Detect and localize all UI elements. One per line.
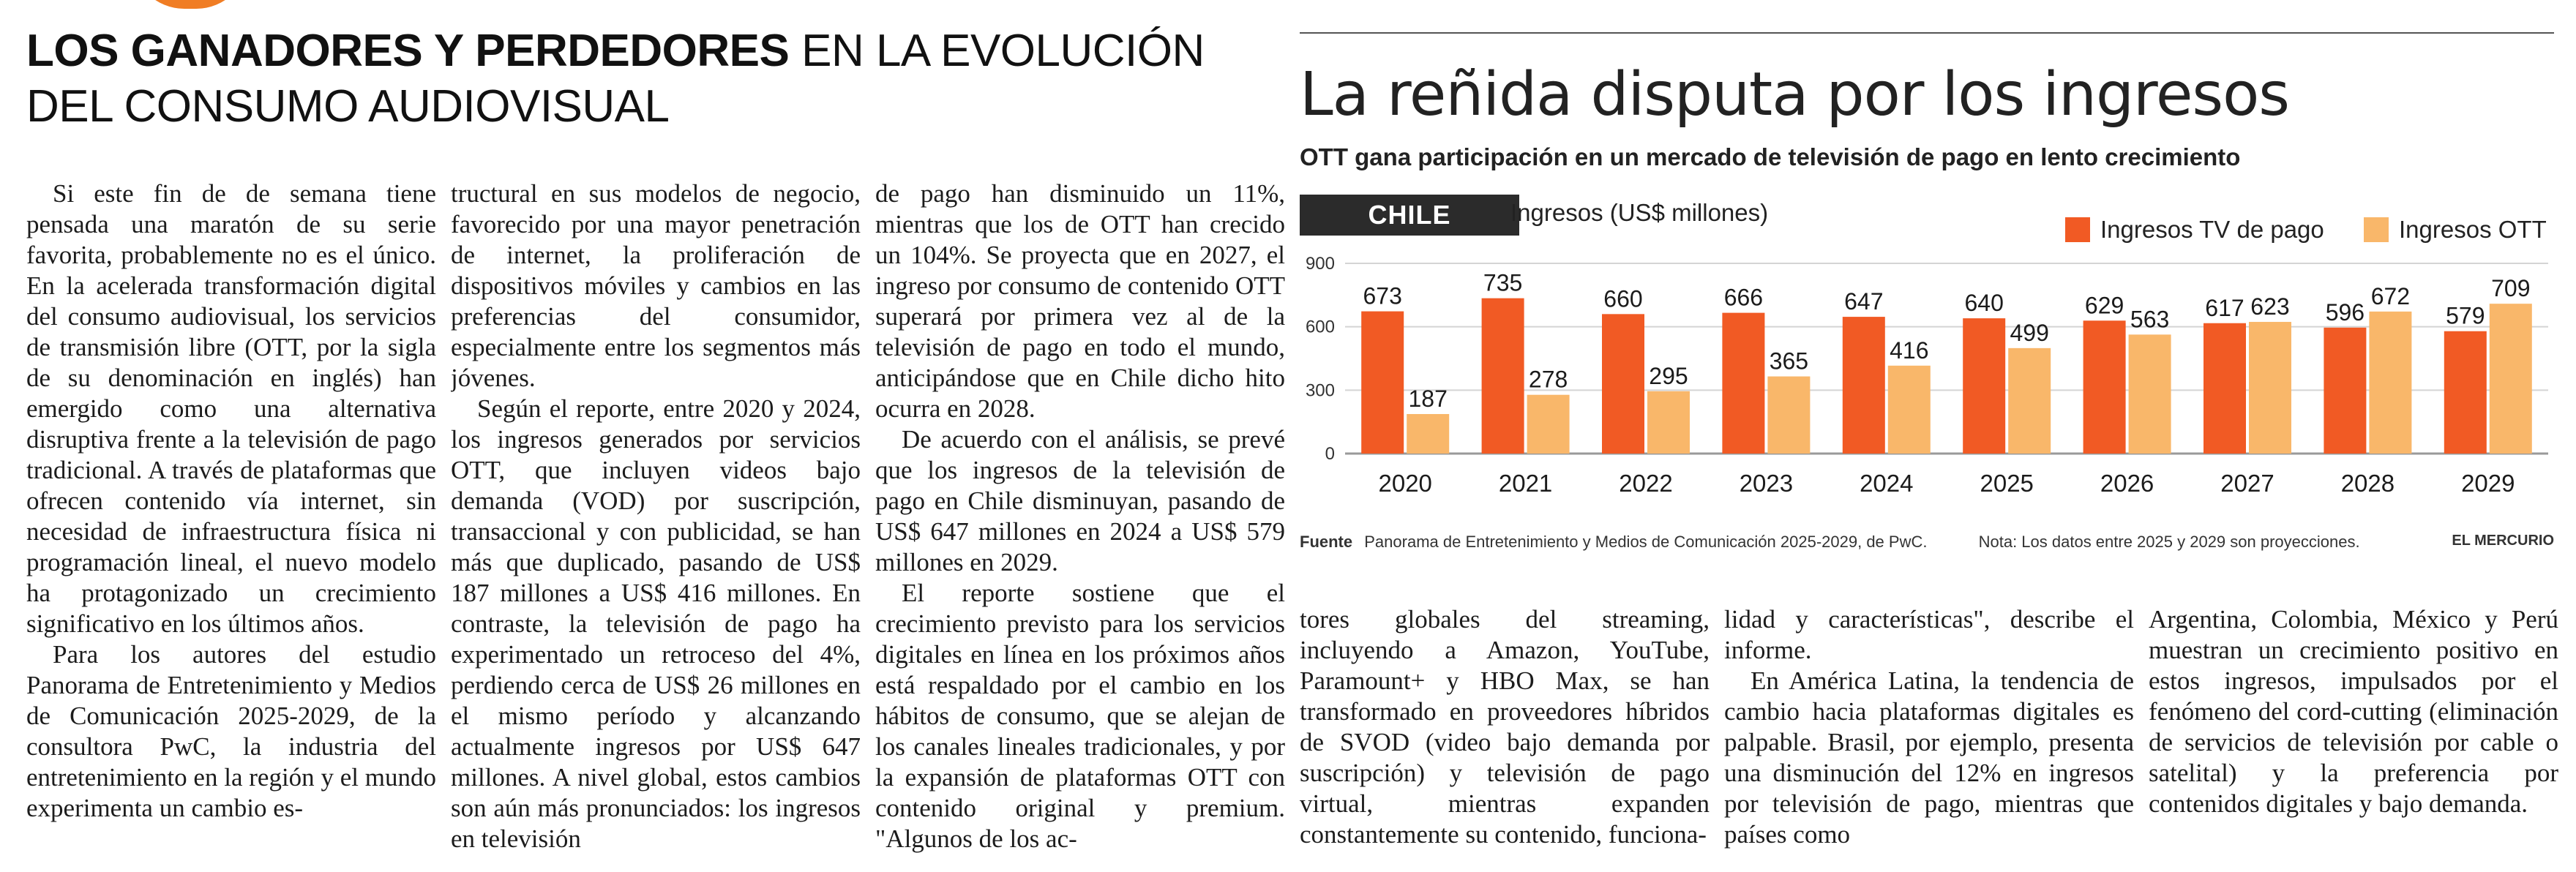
data-label: 709 [2491,275,2530,301]
bar-tv-pago [1481,298,1524,454]
data-label: 365 [1770,348,1808,375]
x-tick-label: 2021 [1499,470,1552,497]
bar-ott [2249,322,2291,454]
article-column-4: tores globales del streaming, incluyendo… [1300,604,1710,868]
bar-ott [2369,311,2412,454]
bar-ott [2128,334,2171,454]
article-column-1: Si este fin de de semana tiene pensada u… [26,178,436,866]
paragraph-continuation: tores globales del streaming, incluyendo… [1300,605,1710,849]
article-column-6: Argentina, Colombia, México y Perú muest… [2149,604,2558,868]
article-column-5: lidad y características", describe el in… [1724,604,2134,868]
paragraph-continuation: lidad y características", describe el in… [1724,605,2134,664]
chart-title: La reñida disputa por los ingresos [1300,60,2290,129]
data-label: 660 [1603,285,1642,312]
x-tick-label: 2028 [2341,470,2395,497]
data-label: 278 [1529,367,1568,393]
data-label: 187 [1409,386,1448,412]
chart-subtitle: OTT gana participación en un mercado de … [1300,143,2241,170]
x-tick-label: 2023 [1740,470,1793,497]
source-text: Panorama de Entretenimiento y Medios de … [1364,533,1928,551]
data-label: 735 [1483,270,1522,296]
paragraph: Si este fin de de semana tiene pensada u… [26,179,436,638]
legend-item-ott: Ingresos OTT [2364,215,2547,244]
x-tick-label: 2025 [1980,470,2033,497]
chart-footer: Fuente Panorama de Entretenimiento y Med… [1300,533,2554,552]
bar-tv-pago [2083,320,2126,454]
data-label: 617 [2205,295,2244,321]
headline-rest: EN LA EVOLUCIÓN [789,26,1205,76]
x-tick-label: 2026 [2100,470,2154,497]
x-tick-label: 2027 [2220,470,2274,497]
bar-tv-pago [1602,314,1644,454]
legend-label: Ingresos TV de pago [2100,216,2324,243]
bar-tv-pago [1361,311,1404,454]
paragraph: En América Latina, la tendencia de cambi… [1724,666,2134,849]
paragraph: El reporte sostiene que el crecimiento p… [875,579,1285,853]
y-tick-label: 600 [1306,317,1335,337]
x-tick-label: 2024 [1860,470,1913,497]
bar-ott [1767,376,1811,454]
bar-ott [2489,304,2532,454]
bar-tv-pago [2324,327,2367,454]
bar-tv-pago [1963,318,2006,454]
data-label: 596 [2326,299,2365,326]
data-label: 640 [1965,290,2004,316]
x-tick-label: 2020 [1378,470,1431,497]
chart-top-rule [1300,32,2554,34]
country-tag: CHILE [1300,195,1519,236]
section-color-tab [132,0,249,9]
paragraph-continuation: tructural en sus modelos de negocio, fav… [451,179,861,392]
data-label: 647 [1844,288,1883,315]
footnote: Nota: Los datos entre 2025 y 2029 son pr… [1978,533,2360,551]
bar-ott [1887,365,1931,454]
data-label: 629 [2085,292,2124,318]
data-label: 295 [1649,363,1688,389]
bar-tv-pago [2444,331,2487,454]
paragraph: Para los autores del estudio Panorama de… [26,640,436,822]
source-label: Fuente [1300,533,1353,551]
bar-tv-pago [1722,312,1765,454]
bar-chart: 0 300 600 900 673 187 2020 735 278 2021 660 295 2022… [1306,254,2548,497]
chart-unit-label: Ingresos (US$ millones) [1510,199,1769,226]
credit: EL MERCURIO [2452,533,2554,549]
legend-swatch [2364,217,2389,242]
article-column-2: tructural en sus modelos de negocio, fav… [451,178,861,866]
y-tick-label: 900 [1306,254,1335,274]
paragraph-continuation: de pago han disminuido un 11%, mientras … [875,179,1285,423]
data-label: 672 [2371,283,2410,309]
headline-line2: DEL CONSUMO AUDIOVISUAL [26,81,670,132]
bar-ott [1647,391,1690,454]
paragraph-continuation: Argentina, Colombia, México y Perú muest… [2149,605,2558,818]
data-label: 499 [2010,320,2049,346]
data-label: 563 [2130,306,2169,332]
y-tick-label: 300 [1306,380,1335,400]
bar-ott [1527,394,1570,454]
data-label: 416 [1890,337,1928,364]
data-label: 623 [2250,293,2289,320]
legend-label: Ingresos OTT [2399,216,2547,243]
article-column-3: de pago han disminuido un 11%, mientras … [875,178,1285,866]
data-label: 579 [2446,303,2485,329]
bar-ott [1407,413,1450,454]
legend-swatch [2065,217,2090,242]
headline-bold: LOS GANADORES Y PERDEDORES [26,26,790,76]
paragraph: Según el reporte, entre 2020 y 2024, los… [451,394,861,853]
paragraph: De acuerdo con el análisis, se prevé que… [875,425,1285,576]
data-label: 673 [1363,283,1402,309]
y-tick-label: 0 [1325,444,1335,464]
bar-tv-pago [1842,317,1885,454]
x-tick-label: 2022 [1619,470,1672,497]
bar-tv-pago [2204,323,2246,454]
article-headline: LOS GANADORES Y PERDEDORES EN LA EVOLUCI… [26,23,1212,135]
x-tick-label: 2029 [2461,470,2515,497]
bar-ott [2008,347,2051,454]
data-label: 666 [1724,285,1763,311]
legend-item-tv: Ingresos TV de pago [2065,215,2324,244]
